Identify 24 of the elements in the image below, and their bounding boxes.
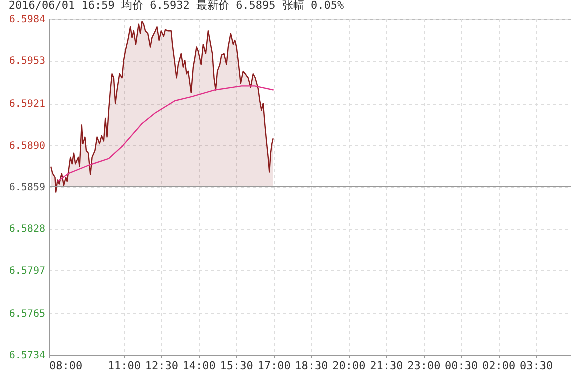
y-tick-label: 6.5890 — [9, 140, 46, 152]
x-tick-label: 15:30 — [220, 360, 254, 372]
x-tick-label: 21:30 — [370, 360, 404, 372]
y-tick-label: 6.5734 — [9, 350, 46, 362]
x-tick-label: 20:00 — [332, 360, 366, 372]
y-tick-label: 6.5797 — [9, 266, 46, 277]
x-tick-label: 08:00 — [50, 360, 83, 372]
x-tick-label: 18:30 — [295, 360, 328, 372]
x-tick-label: 23:00 — [408, 360, 441, 372]
x-tick-label: 00:30 — [445, 360, 478, 372]
chart-title: 2016/06/01 16:59 均价 6.5932 最新价 6.5895 张幅 0.05% — [8, 0, 345, 12]
y-tick-label: 6.5828 — [9, 224, 46, 236]
x-tick-label: 17:00 — [258, 360, 291, 372]
y-tick-label: 6.5953 — [9, 56, 46, 68]
y-tick-label: 6.5984 — [9, 14, 46, 26]
line-series — [57, 86, 274, 182]
x-tick-label: 14:00 — [182, 360, 216, 372]
y-tick-label: 6.5859 — [9, 182, 46, 194]
y-tick-label: 6.5765 — [9, 308, 46, 320]
x-tick-label: 12:30 — [145, 360, 178, 372]
x-tick-label: 03:30 — [520, 360, 554, 372]
x-tick-label: 11:00 — [108, 360, 141, 372]
x-tick-label: 02:00 — [482, 360, 516, 372]
y-tick-label: 6.5921 — [9, 99, 46, 110]
